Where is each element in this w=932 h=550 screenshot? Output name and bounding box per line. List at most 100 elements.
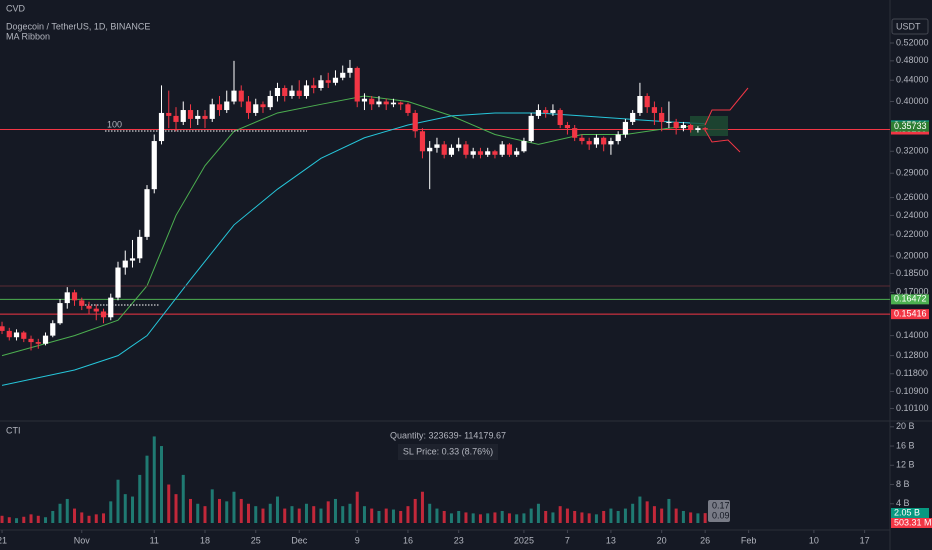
candle-body — [354, 67, 360, 102]
candle-body — [267, 96, 273, 108]
x-tick-label: 20 — [657, 535, 667, 545]
volume-bar — [449, 513, 453, 523]
y-tick-label: 0.24000 — [896, 210, 929, 220]
candle-body — [463, 144, 469, 155]
candle-body — [202, 115, 208, 119]
y-tick-label: 0.40000 — [896, 96, 929, 106]
candle-body — [688, 125, 694, 131]
volume-bar — [181, 474, 185, 523]
price-label: 0.16472 — [894, 294, 927, 304]
candle-body — [528, 115, 534, 142]
candle-body — [492, 151, 498, 155]
candle-body — [216, 104, 223, 111]
candle-body — [485, 151, 491, 155]
currency-box[interactable] — [891, 18, 929, 35]
volume-bar — [319, 508, 323, 523]
volume-bar — [602, 510, 606, 523]
annotation: 100 — [107, 119, 122, 129]
tooltip-line: SL Price: 0.33 (8.76%) — [403, 446, 493, 456]
x-tick-label: 11 — [150, 535, 159, 545]
candle-body — [274, 87, 281, 97]
candle-body — [129, 258, 136, 261]
volume-bar — [65, 498, 69, 523]
candle-body — [311, 85, 317, 88]
candle-body — [666, 121, 672, 123]
volume-bar — [500, 510, 504, 523]
candle-body — [383, 101, 389, 105]
x-tick-label: Feb — [741, 535, 757, 545]
volume-bar — [594, 514, 598, 523]
candle-body — [550, 110, 556, 113]
candle-body — [57, 303, 63, 324]
volume-bar — [333, 498, 337, 523]
candle-body — [622, 121, 629, 135]
price-label: 0.15416 — [894, 309, 927, 319]
candle-body — [6, 330, 12, 338]
volume-bar — [515, 514, 519, 523]
volume-bar — [152, 436, 156, 523]
candle-body — [253, 104, 259, 113]
volume-bar — [138, 474, 142, 523]
volume-bar — [486, 513, 490, 523]
candle-body — [535, 110, 542, 116]
volume-bar — [326, 501, 330, 523]
volume-bar — [210, 489, 214, 523]
y-tick-label: 0.11800 — [896, 368, 928, 378]
x-tick-label: 9 — [355, 535, 360, 545]
top-label: CVD — [6, 3, 26, 13]
candle-body — [209, 104, 215, 119]
volume-bar — [464, 512, 468, 523]
volume-bar — [544, 510, 548, 523]
volume-bar — [58, 503, 62, 523]
volume-bar — [413, 498, 417, 523]
candle-body — [434, 144, 440, 148]
candle-body — [477, 151, 484, 155]
volume-bar — [536, 503, 540, 523]
price-label-box — [891, 121, 929, 132]
price-label-box — [891, 309, 929, 320]
volume-bar — [420, 491, 424, 523]
y-tick-label: 0.12800 — [896, 350, 929, 360]
volume-label: 2.05 B — [894, 507, 920, 517]
volume-bar — [362, 506, 366, 523]
volume-bar — [609, 508, 613, 523]
y-tick-label: 0.20000 — [896, 250, 929, 260]
volume-bar — [580, 512, 584, 523]
candle-body — [122, 260, 128, 268]
symbol-title: Dogecoin / TetherUS, 1D, BINANCE — [6, 21, 150, 31]
x-tick-label: 2025 — [514, 535, 534, 545]
candle-body — [405, 104, 411, 113]
candle-body — [572, 128, 578, 138]
candle-body — [187, 110, 194, 119]
candle-body — [238, 90, 244, 102]
volume-bar — [22, 516, 26, 523]
volume-bar — [29, 514, 33, 523]
candle-body — [224, 101, 230, 111]
volume-bar — [616, 510, 620, 523]
volume-bar — [442, 510, 446, 523]
volume-bar — [623, 508, 627, 523]
candle-body — [644, 96, 650, 108]
candle-body — [651, 107, 658, 113]
y-tick-label: 0.29000 — [896, 168, 929, 178]
tooltip-box — [398, 444, 498, 460]
candle-body — [108, 297, 114, 318]
volume-bar — [478, 514, 482, 523]
candle-body — [28, 338, 34, 343]
volume-bar — [652, 506, 656, 523]
volume-bar — [73, 508, 77, 523]
candle-body — [680, 125, 687, 129]
candle-body — [608, 141, 614, 145]
volume-bar — [160, 446, 164, 523]
candle-body — [35, 342, 41, 344]
volume-bar — [246, 503, 250, 523]
currency[interactable]: USDT — [896, 21, 921, 31]
volume-bar — [341, 506, 345, 523]
volume-bar — [391, 509, 395, 523]
x-tick-label: 18 — [200, 535, 210, 545]
candle-body — [93, 308, 99, 312]
indicator-label: 0.09 — [712, 510, 730, 520]
volume-bar — [174, 494, 178, 523]
volume-bar — [565, 508, 569, 523]
volume-bar — [290, 506, 294, 523]
